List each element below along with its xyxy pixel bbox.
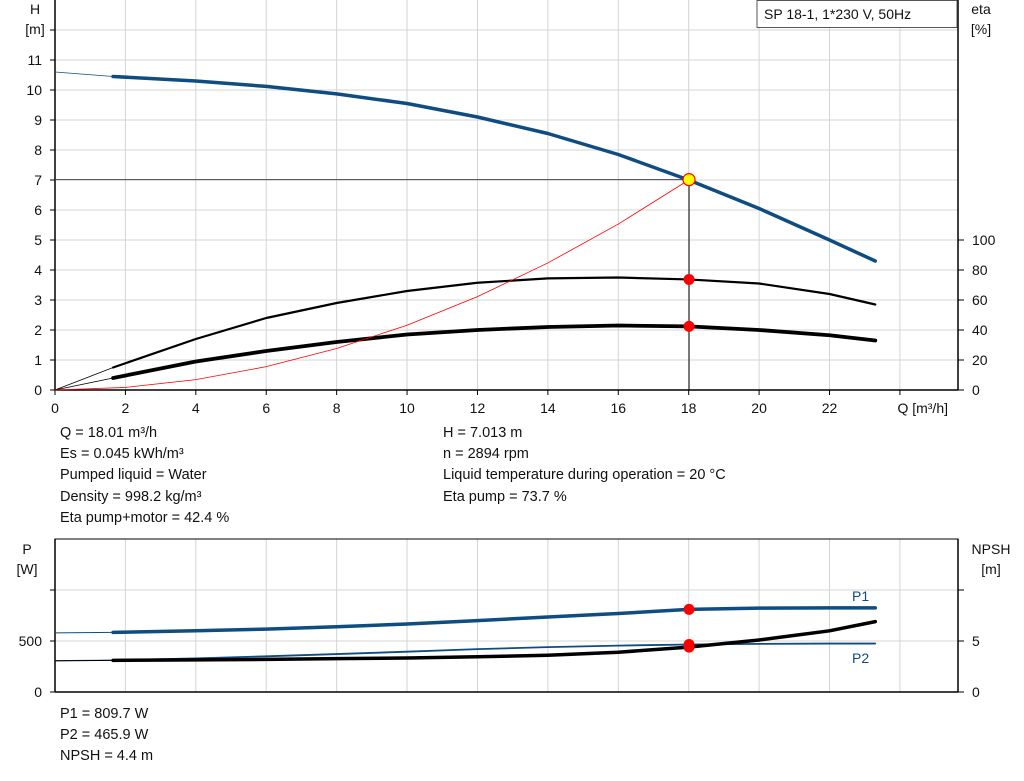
y-tick-label-left: 6 [34, 202, 42, 218]
info-eta-pump-motor: Eta pump+motor = 42.4 % [60, 510, 230, 526]
y-axis-unit-right: [m] [981, 561, 1000, 577]
y-tick-label-right: 0 [972, 684, 980, 700]
y-tick-label-left: 10 [26, 82, 42, 98]
curve-eta_pump_motor [111, 323, 878, 380]
legend-box [756, 0, 958, 28]
info-h: H = 7.013 m [443, 425, 523, 441]
y-tick-label-left: 5 [34, 232, 42, 248]
y-tick-label-left: 1 [34, 352, 42, 368]
y-axis-label-right: NPSH [972, 541, 1011, 557]
y-tick-label-left: 11 [27, 52, 42, 68]
y-tick-label-left: 0 [34, 382, 42, 398]
y-axis-label-right: eta [971, 1, 991, 17]
curve-eta_pump_motor-extension [54, 377, 114, 391]
info-temperature: Liquid temperature during operation = 20… [443, 467, 726, 483]
x-tick-label: 18 [681, 400, 697, 416]
y-tick-label-right: 80 [972, 262, 988, 278]
x-tick-label: 6 [262, 400, 270, 416]
y-tick-label-left: 2 [34, 322, 42, 338]
x-tick-label: 14 [540, 400, 556, 416]
x-tick-label: 8 [333, 400, 341, 416]
x-tick-label: 22 [822, 400, 838, 416]
marker-operating-point [682, 173, 696, 187]
y-tick-label-left: 3 [34, 292, 42, 308]
curve-eta_pump [111, 276, 877, 369]
curve-NPSH [111, 619, 878, 663]
marker-eta-pump-motor [683, 320, 695, 332]
curve-H-extension [54, 71, 114, 77]
curve-P1 [111, 606, 878, 635]
marker-eta-pump [683, 273, 695, 285]
y-tick-label-right: 5 [972, 633, 980, 649]
info-liquid: Pumped liquid = Water [60, 467, 207, 483]
y-tick-label-left: 8 [34, 142, 42, 158]
y-tick-label-right: 20 [972, 352, 988, 368]
power-npsh-chart: 0 500 0 5 P [W] NPSH [m] P1 P2 [17, 538, 1011, 700]
x-tick-label: 10 [399, 400, 415, 416]
y-axis-label-left: H [30, 1, 40, 17]
y-tick-label-left: 500 [19, 633, 43, 649]
x-axis-label: Q [m³/h] [897, 400, 948, 416]
y-axis-unit-left: [W] [17, 561, 38, 577]
y-tick-label-right: 40 [972, 322, 988, 338]
info-p1: P1 = 809.7 W [60, 706, 149, 722]
info-es: Es = 0.045 kWh/m³ [60, 446, 184, 462]
curve-P2 [112, 642, 877, 662]
x-tick-label: 2 [122, 400, 130, 416]
head-efficiency-chart: 0 2 4 6 8 10 12 14 16 18 20 22 Q [m³/h]0123456789101… [25, 0, 996, 416]
y-tick-label-right: 60 [972, 292, 988, 308]
x-tick-label: 4 [192, 400, 200, 416]
curve-eta_pump-extension [54, 367, 114, 391]
y-tick-label-left: 4 [34, 262, 42, 278]
y-tick-label-left: 9 [34, 112, 42, 128]
x-tick-label: 16 [610, 400, 626, 416]
info-density: Density = 998.2 kg/m³ [60, 489, 202, 505]
series-label-p2: P2 [852, 650, 869, 666]
info-eta-pump: Eta pump = 73.7 % [443, 489, 567, 505]
y-tick-label-left: 0 [34, 684, 42, 700]
x-tick-label: 0 [51, 400, 59, 416]
curve-NPSH-extension [54, 659, 114, 662]
legend-text: SP 18-1, 1*230 V, 50Hz [764, 6, 911, 22]
curve-H [111, 74, 878, 263]
y-axis-unit-right: [%] [971, 21, 991, 37]
y-axis-label-left: P [22, 541, 31, 557]
x-tick-label: 20 [751, 400, 767, 416]
info-q: Q = 18.01 m³/h [60, 425, 158, 441]
y-axis-unit-left: [m] [25, 21, 44, 37]
info-npsh: NPSH = 4.4 m [60, 748, 154, 764]
y-tick-label-right: 0 [972, 382, 980, 398]
curve-system [54, 179, 689, 391]
y-tick-label-left: 7 [34, 172, 42, 188]
series-label-p1: P1 [852, 588, 869, 604]
x-tick-label: 12 [470, 400, 486, 416]
info-speed: n = 2894 rpm [443, 446, 529, 462]
marker-p1 [683, 603, 695, 615]
plot-frame [54, 538, 959, 693]
y-tick-label-right: 100 [972, 232, 996, 248]
marker-npsh [683, 641, 695, 653]
info-p2: P2 = 465.9 W [60, 727, 149, 743]
